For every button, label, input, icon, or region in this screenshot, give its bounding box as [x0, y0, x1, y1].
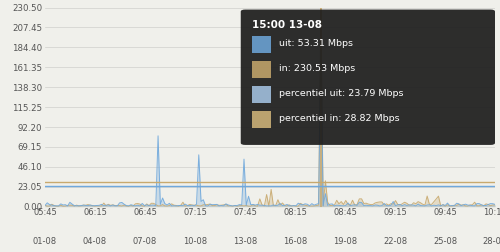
Text: uit: 53.31 Mbps: uit: 53.31 Mbps [279, 39, 353, 48]
Text: 01-08: 01-08 [33, 237, 57, 246]
Text: 15:00 13-08: 15:00 13-08 [252, 19, 322, 29]
Text: 28-08: 28-08 [483, 237, 500, 246]
Text: 10-08: 10-08 [183, 237, 207, 246]
Text: 16-08: 16-08 [283, 237, 307, 246]
FancyBboxPatch shape [252, 111, 271, 128]
FancyBboxPatch shape [252, 86, 271, 103]
Text: 19-08: 19-08 [333, 237, 357, 246]
Text: percentiel uit: 23.79 Mbps: percentiel uit: 23.79 Mbps [279, 89, 404, 98]
Text: 07-08: 07-08 [133, 237, 157, 246]
Text: 13-08: 13-08 [233, 237, 257, 246]
FancyBboxPatch shape [252, 61, 271, 78]
Text: percentiel in: 28.82 Mbps: percentiel in: 28.82 Mbps [279, 114, 400, 122]
Text: 04-08: 04-08 [83, 237, 107, 246]
FancyBboxPatch shape [252, 36, 271, 53]
Text: 22-08: 22-08 [383, 237, 407, 246]
FancyBboxPatch shape [241, 10, 495, 145]
Text: 25-08: 25-08 [433, 237, 457, 246]
Text: in: 230.53 Mbps: in: 230.53 Mbps [279, 64, 355, 73]
